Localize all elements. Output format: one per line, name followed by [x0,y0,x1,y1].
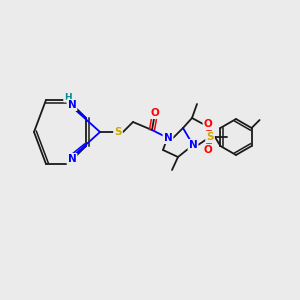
Text: N: N [68,100,76,110]
Text: H: H [64,92,72,101]
Text: N: N [189,140,197,150]
Text: O: O [204,145,212,155]
Text: O: O [151,108,159,118]
Text: O: O [204,119,212,129]
Text: N: N [68,154,76,164]
Text: S: S [206,132,214,142]
Text: S: S [114,127,122,137]
Text: N: N [164,133,172,143]
